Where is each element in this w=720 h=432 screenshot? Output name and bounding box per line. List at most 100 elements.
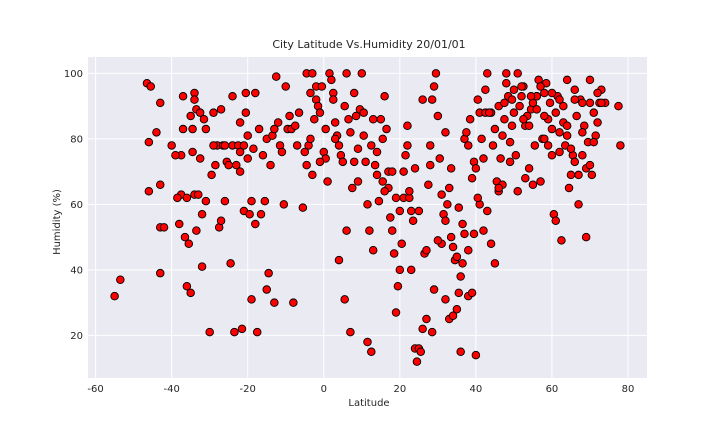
data-point [397, 239, 406, 248]
data-point [574, 200, 583, 209]
data-point [418, 95, 427, 104]
data-point [458, 259, 467, 268]
data-point [251, 88, 260, 98]
data-point [239, 141, 249, 150]
data-point [496, 154, 505, 163]
data-point [340, 295, 349, 304]
data-point [528, 180, 538, 189]
data-point [224, 160, 233, 170]
data-point [262, 285, 271, 294]
data-point [543, 141, 553, 150]
y-tick-label: 60 [70, 200, 83, 211]
x-tick-label: 80 [622, 384, 635, 395]
data-point [178, 124, 188, 134]
data-point [173, 193, 182, 203]
data-point [467, 288, 477, 298]
data-point [581, 232, 591, 242]
data-point [433, 236, 443, 245]
data-point [464, 246, 473, 255]
data-point [614, 101, 623, 111]
data-point [186, 288, 195, 298]
data-point [346, 128, 355, 137]
data-point [334, 255, 344, 265]
data-point [308, 170, 317, 180]
data-point [308, 69, 317, 78]
data-point [199, 114, 209, 124]
data-point [441, 216, 450, 226]
data-point [243, 131, 252, 140]
data-point [511, 151, 521, 160]
data-point [247, 295, 256, 304]
data-point [536, 177, 545, 186]
data-point [551, 216, 560, 226]
data-point [437, 190, 446, 199]
data-point [399, 167, 408, 176]
data-point [507, 121, 517, 131]
data-point [156, 268, 165, 278]
data-point [562, 131, 572, 140]
data-point [260, 196, 270, 206]
data-point [483, 206, 492, 216]
data-point [454, 288, 464, 298]
data-point [433, 111, 443, 121]
data-point [500, 98, 509, 108]
data-point [408, 216, 418, 226]
data-point [281, 82, 290, 91]
data-point [159, 223, 169, 232]
data-point [294, 108, 304, 117]
data-point [344, 114, 353, 124]
data-point [566, 170, 576, 180]
data-point [256, 209, 266, 219]
data-point [471, 350, 481, 360]
data-point [454, 203, 464, 212]
data-point [422, 246, 431, 255]
data-point [290, 121, 300, 131]
data-point [178, 92, 188, 101]
data-point [526, 92, 536, 101]
data-point [578, 151, 587, 160]
data-point [505, 137, 515, 147]
data-point [245, 209, 254, 219]
data-point [540, 134, 549, 144]
data-point [566, 144, 576, 153]
data-point [209, 108, 218, 117]
data-point [460, 229, 469, 239]
data-point [448, 242, 458, 252]
data-point [395, 206, 405, 216]
x-tick-label: 0 [321, 384, 327, 395]
x-tick-labels: -60 -40 -20 0 20 40 60 80 [87, 384, 634, 395]
data-point [175, 219, 184, 229]
data-point [243, 154, 252, 163]
data-point [235, 118, 245, 127]
data-point [340, 101, 349, 111]
data-point [306, 88, 315, 98]
data-point [342, 69, 351, 78]
data-point [264, 268, 273, 278]
data-point [201, 196, 211, 206]
data-point [547, 124, 557, 134]
data-point [235, 147, 245, 157]
data-point [279, 200, 289, 209]
data-point [349, 88, 359, 98]
data-point [481, 85, 490, 95]
data-point [372, 147, 382, 157]
data-point [367, 347, 376, 357]
data-point [509, 85, 519, 95]
data-point [378, 177, 387, 186]
data-points [110, 69, 625, 366]
data-point [300, 147, 310, 157]
y-axis-label: Humidity (%) [52, 189, 63, 255]
data-point [230, 327, 239, 337]
data-point [370, 160, 380, 170]
data-point [403, 141, 412, 150]
data-point [391, 308, 401, 317]
data-point [386, 213, 395, 222]
data-point [429, 285, 439, 294]
data-point [422, 314, 431, 324]
data-point [156, 180, 165, 189]
data-point [306, 134, 315, 144]
data-point [380, 92, 389, 101]
data-point [156, 98, 165, 108]
data-point [519, 114, 528, 124]
